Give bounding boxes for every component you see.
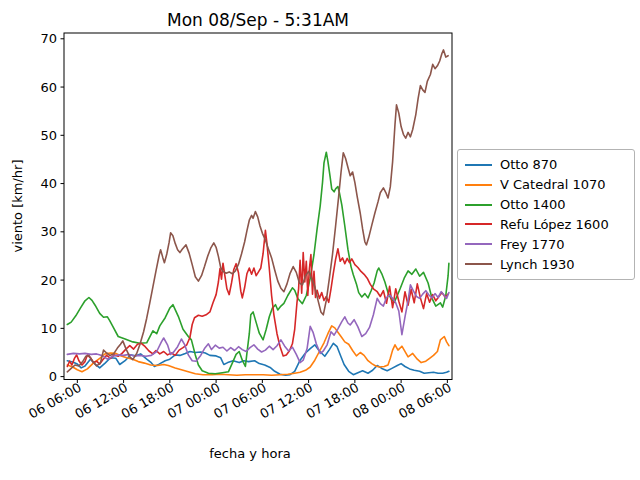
y-tick-label: 30 xyxy=(40,224,57,239)
legend-line-swatch xyxy=(465,164,492,166)
y-tick-label: 10 xyxy=(40,321,57,336)
legend-item: Otto 870 xyxy=(465,155,627,174)
y-tick-label: 0 xyxy=(49,369,57,384)
legend-label: Otto 870 xyxy=(500,157,557,172)
series-line-lynch-1930 xyxy=(67,50,448,372)
legend-label: Refu López 1600 xyxy=(500,217,609,232)
legend-line-swatch xyxy=(465,243,492,245)
y-tick-label: 40 xyxy=(40,176,57,191)
legend-line-swatch xyxy=(465,223,492,225)
series-line-otto-870 xyxy=(67,343,449,375)
legend-label: Lynch 1930 xyxy=(500,257,575,272)
legend-item: Refu López 1600 xyxy=(465,215,627,234)
legend-label: V Catedral 1070 xyxy=(500,177,606,192)
y-axis-label: viento [km/hr] xyxy=(10,159,25,252)
legend-item: V Catedral 1070 xyxy=(465,175,627,194)
legend-item: Frey 1770 xyxy=(465,235,627,254)
figure: Mon 08/Sep - 5:31AM 01020304050607006 06… xyxy=(0,0,640,480)
legend-item: Otto 1400 xyxy=(465,195,627,214)
legend-box: Otto 870 V Catedral 1070 Otto 1400 Refu Lóp… xyxy=(457,149,635,280)
legend-label: Otto 1400 xyxy=(500,197,566,212)
y-tick-label: 60 xyxy=(40,80,57,95)
x-tick-label: 08 06:00 xyxy=(396,380,454,422)
legend-item: Lynch 1930 xyxy=(465,255,627,274)
x-axis-label: fecha y hora xyxy=(64,446,436,461)
y-tick-label: 20 xyxy=(40,273,57,288)
y-tick-label: 50 xyxy=(40,128,57,143)
legend-line-swatch xyxy=(465,184,492,186)
legend-line-swatch xyxy=(465,204,492,206)
legend-label: Frey 1770 xyxy=(500,237,565,252)
y-tick-label: 70 xyxy=(40,31,57,46)
legend-line-swatch xyxy=(465,263,492,265)
series-line-otto-1400 xyxy=(67,152,449,374)
